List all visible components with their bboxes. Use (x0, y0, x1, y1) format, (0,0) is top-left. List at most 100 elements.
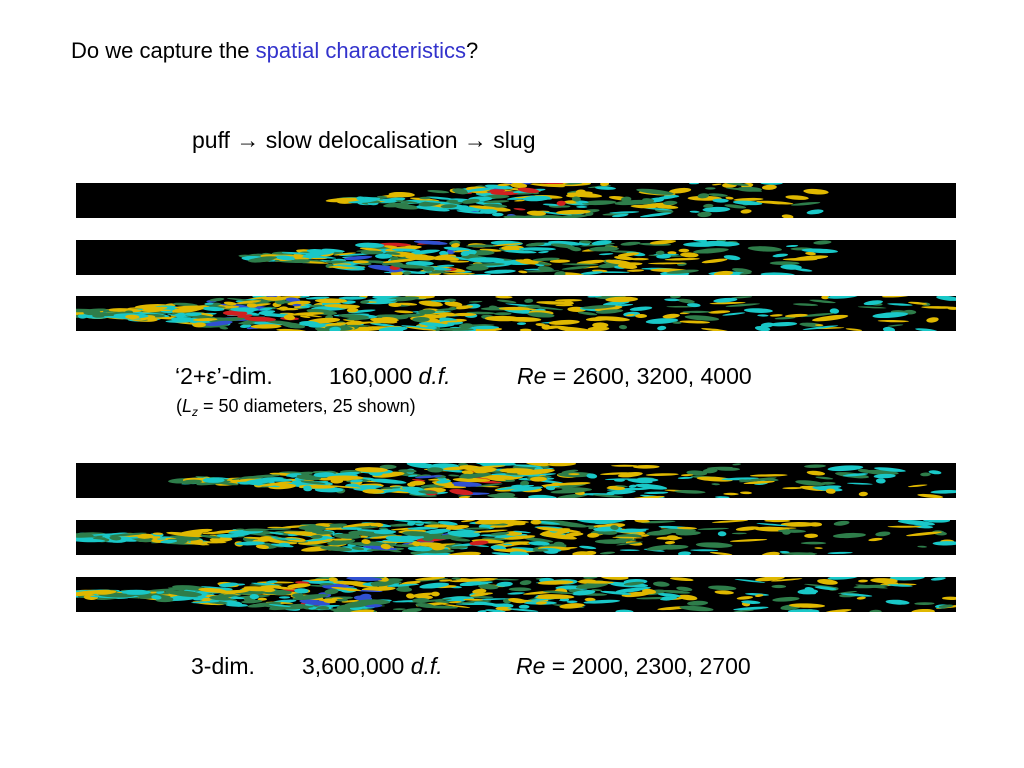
vortex-streak (492, 212, 504, 217)
vortex-streak (539, 183, 564, 185)
caption-2d-dof: 160,000 d.f. (329, 363, 451, 390)
vortex-streak (494, 312, 512, 316)
vortex-streak (370, 322, 395, 327)
vortex-streak (329, 542, 343, 546)
vortex-streak (536, 211, 573, 216)
vortex-streak (359, 593, 372, 600)
vortex-streak (479, 598, 512, 601)
vortex-streak (423, 528, 451, 535)
vortex-streak (328, 577, 338, 582)
vortex-streak (626, 269, 645, 272)
vortex-streak (588, 246, 619, 252)
vortex-streak (524, 463, 550, 467)
vortex-streak (436, 264, 455, 267)
vortex-streak (695, 542, 733, 548)
vortex-streak (713, 297, 738, 303)
vortex-streak (259, 307, 273, 311)
vortex-streak (412, 316, 430, 323)
vortex-streak (191, 600, 220, 604)
vortex-streak (361, 586, 396, 592)
vortex-streak (808, 522, 823, 527)
vortex-streak (564, 183, 583, 185)
vortex-streak (677, 476, 693, 479)
vortex-streak (389, 269, 404, 273)
vortex-streak (732, 463, 742, 466)
caption-3d-re-values: = 2000, 2300, 2700 (545, 653, 751, 679)
vortex-streak (703, 203, 714, 208)
vortex-streak (385, 251, 401, 255)
vortex-streak (283, 531, 317, 535)
vortex-streak (525, 305, 564, 311)
vortex-streak (845, 328, 863, 331)
vortex-streak (809, 299, 836, 304)
vortex-streak (466, 265, 489, 271)
vortex-streak (442, 466, 470, 471)
vortex-streak (575, 582, 609, 589)
vortex-streak (693, 248, 729, 254)
vortex-streak (330, 471, 360, 477)
vortex-streak (798, 312, 835, 318)
vortex-streak (855, 584, 888, 589)
vortex-streak (800, 541, 827, 545)
note-rest: = 50 diameters, 25 shown) (198, 396, 416, 416)
vortex-streak (550, 243, 576, 249)
vortex-streak (460, 473, 475, 479)
vortex-streak (680, 474, 694, 477)
vortex-streak (757, 314, 769, 317)
vortex-streak (712, 198, 729, 203)
vortex-streak (803, 552, 815, 555)
vortex-streak (882, 326, 896, 331)
vortex-streak (258, 481, 293, 487)
vortex-streak (394, 310, 414, 314)
vortex-streak (338, 253, 370, 256)
vortex-streak (417, 543, 447, 547)
vortex-streak (407, 526, 439, 530)
vortex-streak (515, 259, 529, 262)
vortex-streak (711, 520, 749, 523)
vortex-streak (906, 531, 942, 537)
vortex-streak (503, 543, 513, 546)
vortex-streak (842, 473, 869, 477)
vortex-streak (223, 301, 237, 306)
vortex-streak (636, 597, 669, 600)
vortex-streak (322, 248, 345, 253)
vortex-streak (324, 588, 339, 595)
vortex-streak (474, 601, 499, 606)
vortex-streak (888, 601, 902, 604)
vortex-streak (354, 589, 383, 593)
vortex-streak (388, 302, 402, 308)
vortex-streak (611, 464, 639, 467)
vortex-streak (717, 531, 727, 537)
vortex-streak (518, 247, 556, 251)
caption-3d-dim: 3-dim. (191, 653, 255, 679)
vortex-streak (384, 245, 398, 249)
vortex-streak (711, 483, 720, 486)
vortex-streak (76, 590, 98, 596)
vortex-streak (827, 465, 864, 472)
vortex-streak (820, 481, 836, 485)
vortex-streak (708, 193, 728, 197)
vortex-streak (782, 529, 792, 535)
vortex-streak (389, 256, 400, 261)
vortex-streak (875, 478, 886, 484)
vortex-streak (887, 324, 904, 327)
vortex-streak (680, 252, 699, 258)
vortex-streak (235, 528, 245, 531)
vortex-streak (606, 490, 636, 495)
vortex-streak (655, 250, 665, 255)
vortex-streak (684, 315, 720, 321)
vortex-streak (917, 493, 944, 498)
vortex-streak (600, 183, 610, 187)
vortex-streak (625, 314, 635, 317)
vortex-streak (526, 210, 546, 216)
vortex-streak (591, 589, 603, 592)
question-highlight: spatial characteristics (255, 38, 466, 63)
vortex-streak (629, 306, 653, 311)
vortex-streak (561, 263, 599, 266)
vortex-streak (756, 200, 794, 205)
vortex-streak (360, 300, 370, 304)
vortex-streak (917, 545, 928, 548)
vortex-streak (427, 190, 450, 194)
vortex-streak (283, 314, 296, 321)
vortex-streak (209, 596, 232, 601)
